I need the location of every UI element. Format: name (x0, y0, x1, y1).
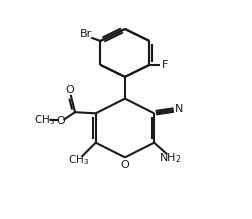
Text: O: O (120, 160, 129, 170)
Text: CH$_3$: CH$_3$ (34, 113, 55, 127)
Text: O: O (65, 85, 74, 95)
Text: NH$_2$: NH$_2$ (159, 151, 182, 165)
Text: Br: Br (80, 29, 92, 39)
Text: F: F (162, 60, 169, 70)
Text: O: O (56, 116, 65, 126)
Text: CH$_3$: CH$_3$ (68, 153, 89, 167)
Text: N: N (175, 104, 183, 114)
